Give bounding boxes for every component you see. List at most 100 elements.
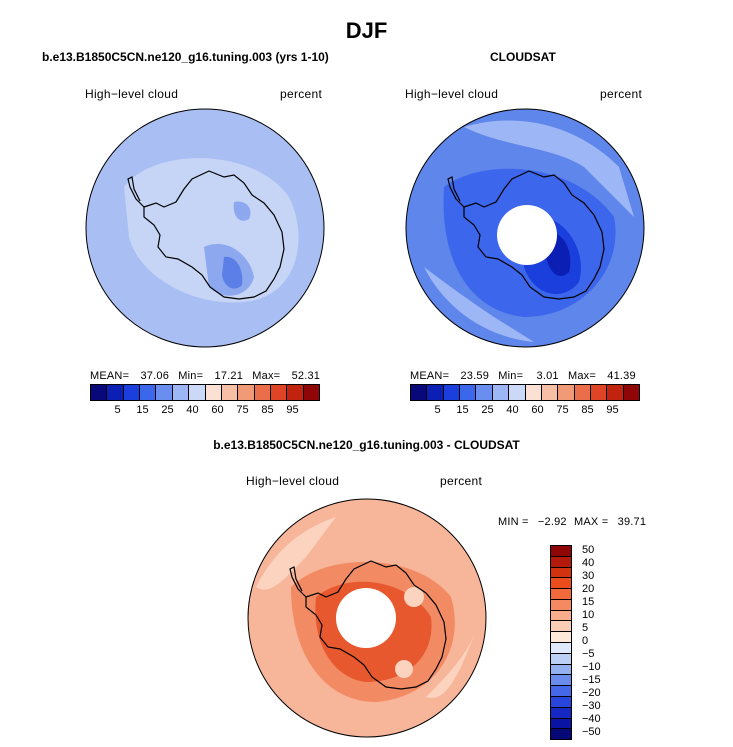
- left-colorbar-swatch: [238, 385, 255, 400]
- diff-colorbar-tick-label: −20: [582, 687, 601, 699]
- left-max-label: Max=: [252, 370, 281, 382]
- diff-colorbar-tick-label: −40: [582, 713, 601, 725]
- diff-colorbar-swatch: [551, 610, 571, 622]
- diff-colorbar-tick-label: 50: [582, 544, 595, 556]
- left-colorbar: [90, 384, 320, 401]
- left-units-label: percent: [280, 87, 323, 101]
- left-colorbar-tick-label: 25: [161, 404, 174, 416]
- diff-colorbar-swatch: [551, 632, 571, 644]
- diff-colorbar-tick-label: 40: [582, 557, 595, 569]
- diff-colorbar-swatch: [551, 567, 571, 579]
- right-mean-label: MEAN=: [410, 370, 450, 382]
- diff-min-value: −2.92: [537, 516, 567, 528]
- diff-colorbar-swatch: [551, 653, 571, 665]
- diff-colorbar-swatch: [551, 718, 571, 730]
- left-colorbar-swatch: [254, 385, 271, 400]
- diff-colorbar-tick-label: 30: [582, 570, 595, 582]
- right-colorbar-swatch: [607, 385, 624, 400]
- right-colorbar-tick-label: 40: [506, 404, 519, 416]
- diff-variable-label: High−level cloud: [246, 474, 340, 488]
- left-map-mid-region-2: [233, 201, 251, 221]
- left-map: [85, 108, 325, 348]
- diff-colorbar-tick-label: 0: [582, 635, 589, 647]
- diff-colorbar-tick-label: −5: [582, 648, 595, 660]
- diff-colorbar-tick-label: −30: [582, 700, 601, 712]
- left-stats: MEAN= 37.06 Min= 17.21 Max= 52.31: [90, 370, 320, 382]
- right-colorbar-tick-label: 85: [581, 404, 594, 416]
- diff-colorbar-swatch: [551, 556, 571, 568]
- diff-max-label: MAX =: [574, 516, 609, 528]
- right-colorbar-swatch: [541, 385, 559, 400]
- right-min-label: Min=: [498, 370, 524, 382]
- left-mean-value: 37.06: [140, 370, 170, 382]
- right-max-value: 41.39: [607, 370, 636, 382]
- left-variable-label: High−level cloud: [85, 87, 179, 101]
- right-colorbar-swatch: [574, 385, 591, 400]
- diff-colorbar-swatch: [551, 696, 571, 708]
- left-mean-label: MEAN=: [90, 370, 130, 382]
- diff-map: [247, 498, 487, 738]
- right-colorbar-tick-label: 60: [531, 404, 544, 416]
- diff-map-pole-hole: [336, 588, 396, 648]
- right-colorbar-swatch: [492, 385, 510, 400]
- right-colorbar-swatch: [590, 385, 608, 400]
- left-colorbar-swatch: [221, 385, 239, 400]
- diff-colorbar-swatch: [551, 664, 571, 676]
- diff-colorbar-tick-label: 5: [582, 622, 589, 634]
- right-map-pole-hole: [497, 205, 557, 265]
- diff-colorbar-swatch: [551, 707, 571, 719]
- left-colorbar-ticks: 5 15 25 40 60 75 85 95: [105, 404, 305, 416]
- left-min-label: Min=: [178, 370, 204, 382]
- right-colorbar-swatch: [476, 385, 493, 400]
- left-panel-title: b.e13.B1850C5CN.ne120_g16.tuning.003 (yr…: [42, 50, 329, 64]
- left-map-peninsula: [127, 176, 145, 208]
- right-colorbar-tick-label: 75: [556, 404, 569, 416]
- right-min-value: 3.01: [536, 370, 559, 382]
- diff-colorbar-tick-label: 20: [582, 583, 595, 595]
- left-colorbar-swatch: [189, 385, 206, 400]
- diff-map-light-region: [256, 517, 336, 590]
- diff-colorbar-tick-label: 10: [582, 609, 595, 621]
- right-stats: MEAN= 23.59 Min= 3.01 Max= 41.39: [410, 370, 636, 382]
- right-map-peninsula: [447, 176, 465, 208]
- diff-colorbar-swatch: [551, 729, 571, 740]
- figure-title: DJF: [345, 18, 388, 43]
- left-colorbar-swatch: [303, 385, 320, 400]
- right-colorbar: [410, 384, 640, 401]
- diff-stats: MIN = −2.92 MAX = 39.71: [498, 516, 646, 528]
- left-colorbar-tick-label: 85: [261, 404, 274, 416]
- right-colorbar-swatch: [460, 385, 477, 400]
- left-colorbar-swatch: [205, 385, 222, 400]
- diff-colorbar-swatch: [551, 599, 571, 611]
- left-colorbar-swatch: [270, 385, 288, 400]
- right-colorbar-tick-label: 95: [606, 404, 619, 416]
- right-colorbar-swatch: [443, 385, 461, 400]
- right-colorbar-swatch: [411, 385, 428, 400]
- right-colorbar-swatch: [525, 385, 542, 400]
- left-colorbar-swatch: [107, 385, 124, 400]
- left-colorbar-tick-label: 15: [136, 404, 149, 416]
- left-colorbar-tick-label: 40: [186, 404, 199, 416]
- left-map-light-region: [124, 158, 299, 303]
- right-colorbar-tick-label: 15: [456, 404, 469, 416]
- diff-units-label: percent: [440, 474, 483, 488]
- diff-max-value: 39.71: [617, 516, 647, 528]
- right-units-label: percent: [600, 87, 643, 101]
- diff-colorbar-tick-label: −10: [582, 661, 601, 673]
- right-colorbar-swatch: [509, 385, 526, 400]
- right-map-light-region: [464, 120, 634, 217]
- left-min-value: 17.21: [214, 370, 244, 382]
- right-max-label: Max=: [567, 370, 596, 382]
- diff-map-light-spot: [404, 587, 424, 607]
- diff-min-label: MIN =: [498, 516, 529, 528]
- diff-colorbar-swatch: [551, 675, 571, 687]
- diff-map-coastline: [305, 560, 447, 690]
- left-map-dark-region: [222, 256, 243, 289]
- right-colorbar-tick-label: 5: [434, 404, 441, 416]
- left-colorbar-swatch: [123, 385, 141, 400]
- diff-map-light-spot-2: [395, 660, 413, 678]
- right-colorbar-ticks: 5 15 25 40 60 75 85 95: [425, 404, 625, 416]
- left-colorbar-tick-label: 5: [114, 404, 121, 416]
- left-colorbar-swatch: [172, 385, 190, 400]
- diff-colorbar-tick-label: −50: [582, 726, 601, 738]
